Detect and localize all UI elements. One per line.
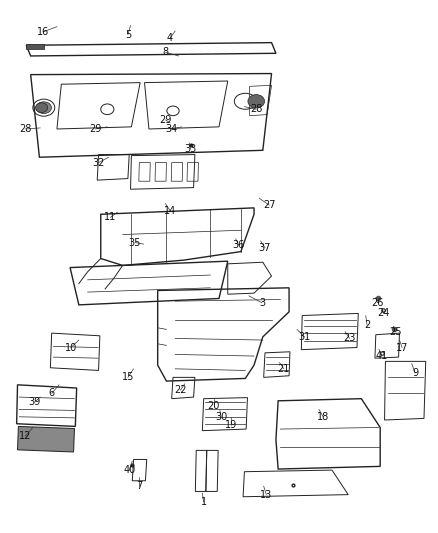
Text: 28: 28 bbox=[250, 104, 262, 114]
Text: 25: 25 bbox=[389, 327, 401, 336]
Text: 4: 4 bbox=[167, 34, 173, 43]
Ellipse shape bbox=[248, 94, 265, 108]
Text: 11: 11 bbox=[104, 213, 117, 222]
Text: 19: 19 bbox=[225, 421, 237, 430]
Text: 5: 5 bbox=[125, 30, 131, 39]
Text: 40: 40 bbox=[123, 465, 135, 475]
Text: 21: 21 bbox=[278, 364, 290, 374]
Text: 7: 7 bbox=[136, 481, 142, 491]
Text: 29: 29 bbox=[159, 115, 172, 125]
Text: 36: 36 bbox=[233, 240, 245, 250]
Text: 3: 3 bbox=[259, 298, 265, 308]
Text: 15: 15 bbox=[122, 373, 134, 382]
Text: 28: 28 bbox=[19, 124, 32, 134]
Text: 32: 32 bbox=[92, 158, 105, 167]
Text: 12: 12 bbox=[19, 431, 32, 441]
Text: 14: 14 bbox=[164, 206, 176, 215]
Text: 18: 18 bbox=[317, 412, 329, 422]
Text: 30: 30 bbox=[215, 412, 227, 422]
Text: 13: 13 bbox=[260, 490, 272, 499]
Text: 37: 37 bbox=[259, 243, 271, 253]
Text: 16: 16 bbox=[37, 27, 49, 37]
Text: 20: 20 bbox=[208, 401, 220, 411]
Text: 31: 31 bbox=[298, 332, 311, 342]
Text: 22: 22 bbox=[174, 385, 187, 395]
Text: 27: 27 bbox=[263, 200, 276, 210]
Text: 24: 24 bbox=[378, 309, 390, 318]
Text: 2: 2 bbox=[364, 320, 370, 330]
Polygon shape bbox=[18, 426, 74, 452]
Text: 34: 34 bbox=[166, 124, 178, 134]
Text: 10: 10 bbox=[65, 343, 77, 352]
Text: 26: 26 bbox=[371, 298, 384, 308]
Ellipse shape bbox=[36, 102, 52, 114]
Text: 17: 17 bbox=[396, 343, 408, 352]
Text: 35: 35 bbox=[129, 238, 141, 247]
Text: 41: 41 bbox=[376, 351, 388, 361]
Text: 1: 1 bbox=[201, 497, 207, 507]
Text: 9: 9 bbox=[412, 368, 418, 378]
Ellipse shape bbox=[35, 103, 48, 112]
Text: 33: 33 bbox=[184, 144, 197, 154]
Text: 29: 29 bbox=[89, 124, 102, 134]
Polygon shape bbox=[26, 44, 44, 49]
Text: 23: 23 bbox=[343, 334, 356, 343]
Text: 8: 8 bbox=[162, 47, 169, 57]
Text: 39: 39 bbox=[28, 398, 40, 407]
Text: 6: 6 bbox=[49, 389, 55, 398]
